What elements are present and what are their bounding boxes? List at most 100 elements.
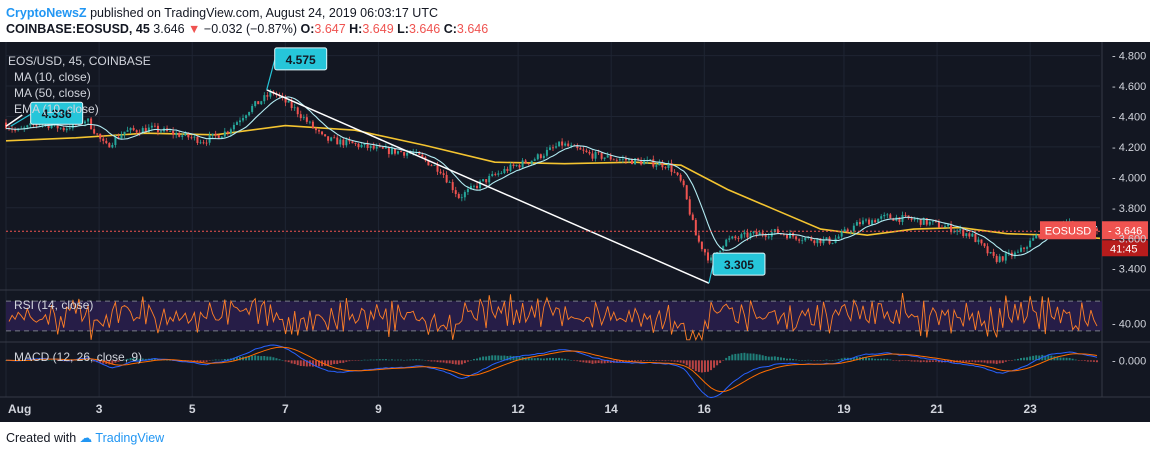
candle-body [397,151,400,154]
macd-histogram-bar [895,360,898,361]
macd-histogram-bar [597,360,600,363]
candle-body [159,131,162,133]
candle-body [1023,247,1026,249]
candle-body [257,101,260,105]
author-link[interactable]: CryptoNewsZ [6,6,87,20]
trendline[interactable] [5,89,710,284]
macd-histogram-bar [998,360,1001,364]
time-tick-label: 23 [1023,402,1037,416]
candle-body [318,130,321,132]
macd-histogram-bar [807,359,810,361]
macd-histogram-bar [50,360,53,361]
candle-body [785,234,788,239]
macd-histogram-bar [497,355,500,361]
candle-body [536,154,539,160]
price-chart[interactable]: 4.336 4.575 3.305 - 40.00 - 0.000 EOSUSD - … [0,42,1150,427]
macd-histogram-bar [360,360,363,361]
candle-body [26,125,29,128]
macd-histogram-bar [637,360,640,361]
macd-histogram-bar [442,360,445,363]
macd-histogram-bar [937,360,940,363]
macd-histogram-bar [299,360,302,367]
macd-histogram-bar [980,360,983,363]
candle-body [1004,253,1007,261]
macd-histogram-bar [141,358,144,361]
callout-box [274,47,328,71]
macd-histogram-bar [861,357,864,361]
candle-body [983,243,986,247]
macd-histogram-bar [202,360,205,363]
macd-histogram-bar [591,360,594,364]
time-tick-label: 5 [189,402,196,416]
macd-histogram-bar [691,360,694,370]
candle-body [561,141,564,146]
candle-body [703,249,706,253]
macd-tick-label: - 0.000 [1112,355,1146,367]
macd-histogram-bar [776,356,779,361]
macd-histogram-bar [245,356,248,361]
high-label: H: [349,22,363,36]
candle-body [132,127,135,131]
macd-histogram-bar [634,360,637,362]
change-arrow-icon: ▼ [188,22,201,36]
created-with-label: Created with [6,431,77,445]
candle-body [652,159,655,167]
candle-body [181,135,184,137]
candle-body [1019,247,1022,252]
macd-histogram-bar [813,360,816,361]
macd-histogram-bar [992,360,995,364]
macd-histogram-bar [302,360,305,367]
macd-histogram-bar [819,360,822,361]
candle-body [172,130,175,135]
candle-body [843,229,846,232]
candle-body [706,252,709,261]
candle-body [725,239,728,247]
candle-body [631,159,634,165]
macd-histogram-bar [919,360,922,363]
candle-body [384,147,387,149]
macd-histogram-bar [1032,355,1035,361]
macd-histogram-bar [916,360,919,362]
candle-body [144,128,147,133]
candle-body [1032,238,1035,241]
candle-body [491,174,494,177]
time-tick-label: 9 [375,402,382,416]
candle-body [916,218,919,220]
candle-body [664,167,667,169]
candle-body [102,138,105,141]
price-tick-label: - 4.600 [1112,81,1146,93]
macd-histogram-bar [211,359,214,361]
macd-histogram-bar [357,360,360,361]
candle-body [676,172,679,175]
macd-histogram-bar [764,356,767,361]
candle-body [944,226,947,228]
macd-histogram-bar [257,355,260,361]
candle-body [65,128,68,131]
candle-body [463,192,466,198]
candle-body [840,231,843,237]
candle-body [564,143,567,146]
macd-histogram-bar [995,360,998,365]
candle-body [412,152,415,154]
macd-histogram-bar [1086,360,1089,362]
macd-histogram-bar [308,360,311,367]
macd-histogram-bar [834,359,837,361]
candle-body [120,134,123,139]
candle-body [485,179,488,183]
tradingview-brand[interactable]: TradingView [95,431,165,445]
macd-histogram-bar [1083,360,1086,361]
publish-header: CryptoNewsZ published on TradingView.com… [0,0,1150,42]
macd-histogram-bar [1062,357,1065,361]
price-tick-label: - 4.200 [1112,142,1146,154]
candle-body [871,220,874,225]
candle-body [858,222,861,225]
macd-histogram-bar [366,359,369,361]
macd-histogram-bar [485,356,488,361]
candle-body [585,150,588,152]
candle-body [330,137,333,141]
macd-histogram-bar [615,360,618,363]
candle-body [503,168,506,173]
candle-body [93,129,96,134]
candle-body [697,235,700,242]
candle-body [594,151,597,159]
